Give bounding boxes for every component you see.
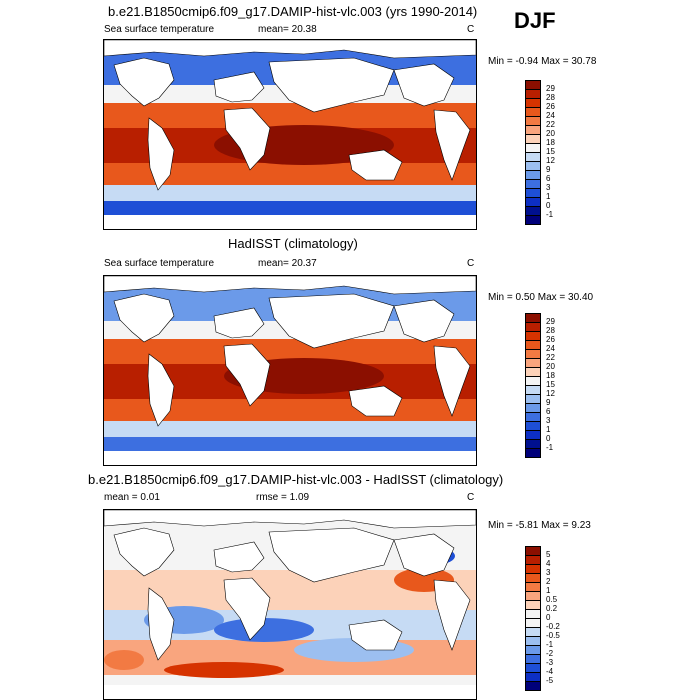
panel2-variable-label: Sea surface temperature: [104, 258, 215, 269]
panel2-title: HadISST (climatology): [228, 236, 358, 251]
colorbar-tick-label: 26: [546, 335, 555, 344]
panel1-units-label: C: [467, 24, 475, 35]
panel1-mean-label: mean= 20.38: [258, 24, 317, 35]
panel3-map-field: [104, 510, 476, 699]
colorbar-tick-label: -4: [546, 667, 554, 676]
colorbar-tick-label: 28: [546, 326, 555, 335]
colorbar-tick-label: 9: [546, 398, 551, 407]
panel1-map: [103, 39, 477, 230]
colorbar-tick-label: 4: [546, 559, 551, 568]
colorbar-tick-label: 1: [546, 425, 551, 434]
panel2-colorbar: 29 28 26 24 22 20 18 15 12 9 6 3 1 0 -1: [525, 313, 585, 461]
colorbar-tick-label: -1: [546, 210, 554, 219]
colorbar-tick-label: 24: [546, 111, 555, 120]
colorbar-tick-label: 0.2: [546, 604, 558, 613]
colorbar-tick-label: -5: [546, 676, 554, 685]
panel2-units-label: C: [467, 258, 475, 269]
colorbar-tick-label: 0: [546, 613, 551, 622]
panel3-units-label: C: [467, 492, 475, 503]
panel3-map: [103, 509, 477, 700]
colorbar-tick-label: -3: [546, 658, 554, 667]
panel2-map-field: [104, 276, 476, 465]
panel1-minmax: Min = -0.94 Max = 30.78: [488, 56, 597, 67]
panel3-title: b.e21.B1850cmip6.f09_g17.DAMIP-hist-vlc.…: [88, 472, 504, 487]
panel1-title: b.e21.B1850cmip6.f09_g17.DAMIP-hist-vlc.…: [108, 4, 478, 19]
colorbar-tick-label: -1: [546, 640, 554, 649]
colorbar-tick-label: 3: [546, 183, 551, 192]
colorbar-tick-label: 1: [546, 192, 551, 201]
colorbar-tick-label: 18: [546, 371, 555, 380]
colorbar-tick-label: -2: [546, 649, 554, 658]
colorbar-tick-label: 20: [546, 129, 555, 138]
colorbar-tick-label: 9: [546, 165, 551, 174]
colorbar-tick-label: 0: [546, 434, 551, 443]
colorbar-tick-label: 6: [546, 174, 551, 183]
colorbar-tick-label: 29: [546, 84, 555, 93]
colorbar-tick-label: 5: [546, 550, 551, 559]
colorbar-tick-label: 18: [546, 138, 555, 147]
colorbar-tick-label: 1: [546, 586, 551, 595]
colorbar-tick-label: 26: [546, 102, 555, 111]
panel3-colorbar: 5 4 3 2 1 0.5 0.2 0 -0.2 -0.5 -1 -2 -3 -4 -5: [525, 546, 585, 694]
panel2-map: [103, 275, 477, 466]
colorbar-tick-label: 15: [546, 380, 555, 389]
colorbar-swatch: [525, 215, 541, 225]
colorbar-tick-label: 3: [546, 568, 551, 577]
season-label: DJF: [514, 8, 556, 33]
colorbar-tick-label: -0.5: [546, 631, 560, 640]
panel3-rmse-label: rmse = 1.09: [256, 492, 310, 503]
colorbar-tick-label: 22: [546, 120, 555, 129]
colorbar-tick-label: 24: [546, 344, 555, 353]
colorbar-tick-label: -1: [546, 443, 554, 452]
colorbar-tick-label: 15: [546, 147, 555, 156]
colorbar-tick-label: 6: [546, 407, 551, 416]
colorbar-tick-label: 0: [546, 201, 551, 210]
colorbar-swatch: [525, 681, 541, 691]
colorbar-tick-label: -0.2: [546, 622, 560, 631]
panel3-minmax: Min = -5.81 Max = 9.23: [488, 520, 591, 531]
colorbar-tick-label: 22: [546, 353, 555, 362]
colorbar-tick-label: 12: [546, 156, 555, 165]
colorbar-tick-label: 12: [546, 389, 555, 398]
colorbar-tick-label: 29: [546, 317, 555, 326]
colorbar-tick-label: 0.5: [546, 595, 558, 604]
colorbar-tick-label: 3: [546, 416, 551, 425]
colorbar-tick-label: 2: [546, 577, 551, 586]
panel2-minmax: Min = 0.50 Max = 30.40: [488, 292, 594, 303]
colorbar-swatch: [525, 448, 541, 458]
panel1-colorbar: 29 28 26 24 22 20 18 15 12 9 6 3 1 0 -1: [525, 80, 585, 228]
panel2-mean-label: mean= 20.37: [258, 258, 317, 269]
colorbar-tick-label: 20: [546, 362, 555, 371]
panel1-map-field: [104, 40, 476, 229]
panel1-variable-label: Sea surface temperature: [104, 24, 215, 35]
colorbar-tick-label: 28: [546, 93, 555, 102]
panel3-mean-label: mean = 0.01: [104, 492, 160, 503]
